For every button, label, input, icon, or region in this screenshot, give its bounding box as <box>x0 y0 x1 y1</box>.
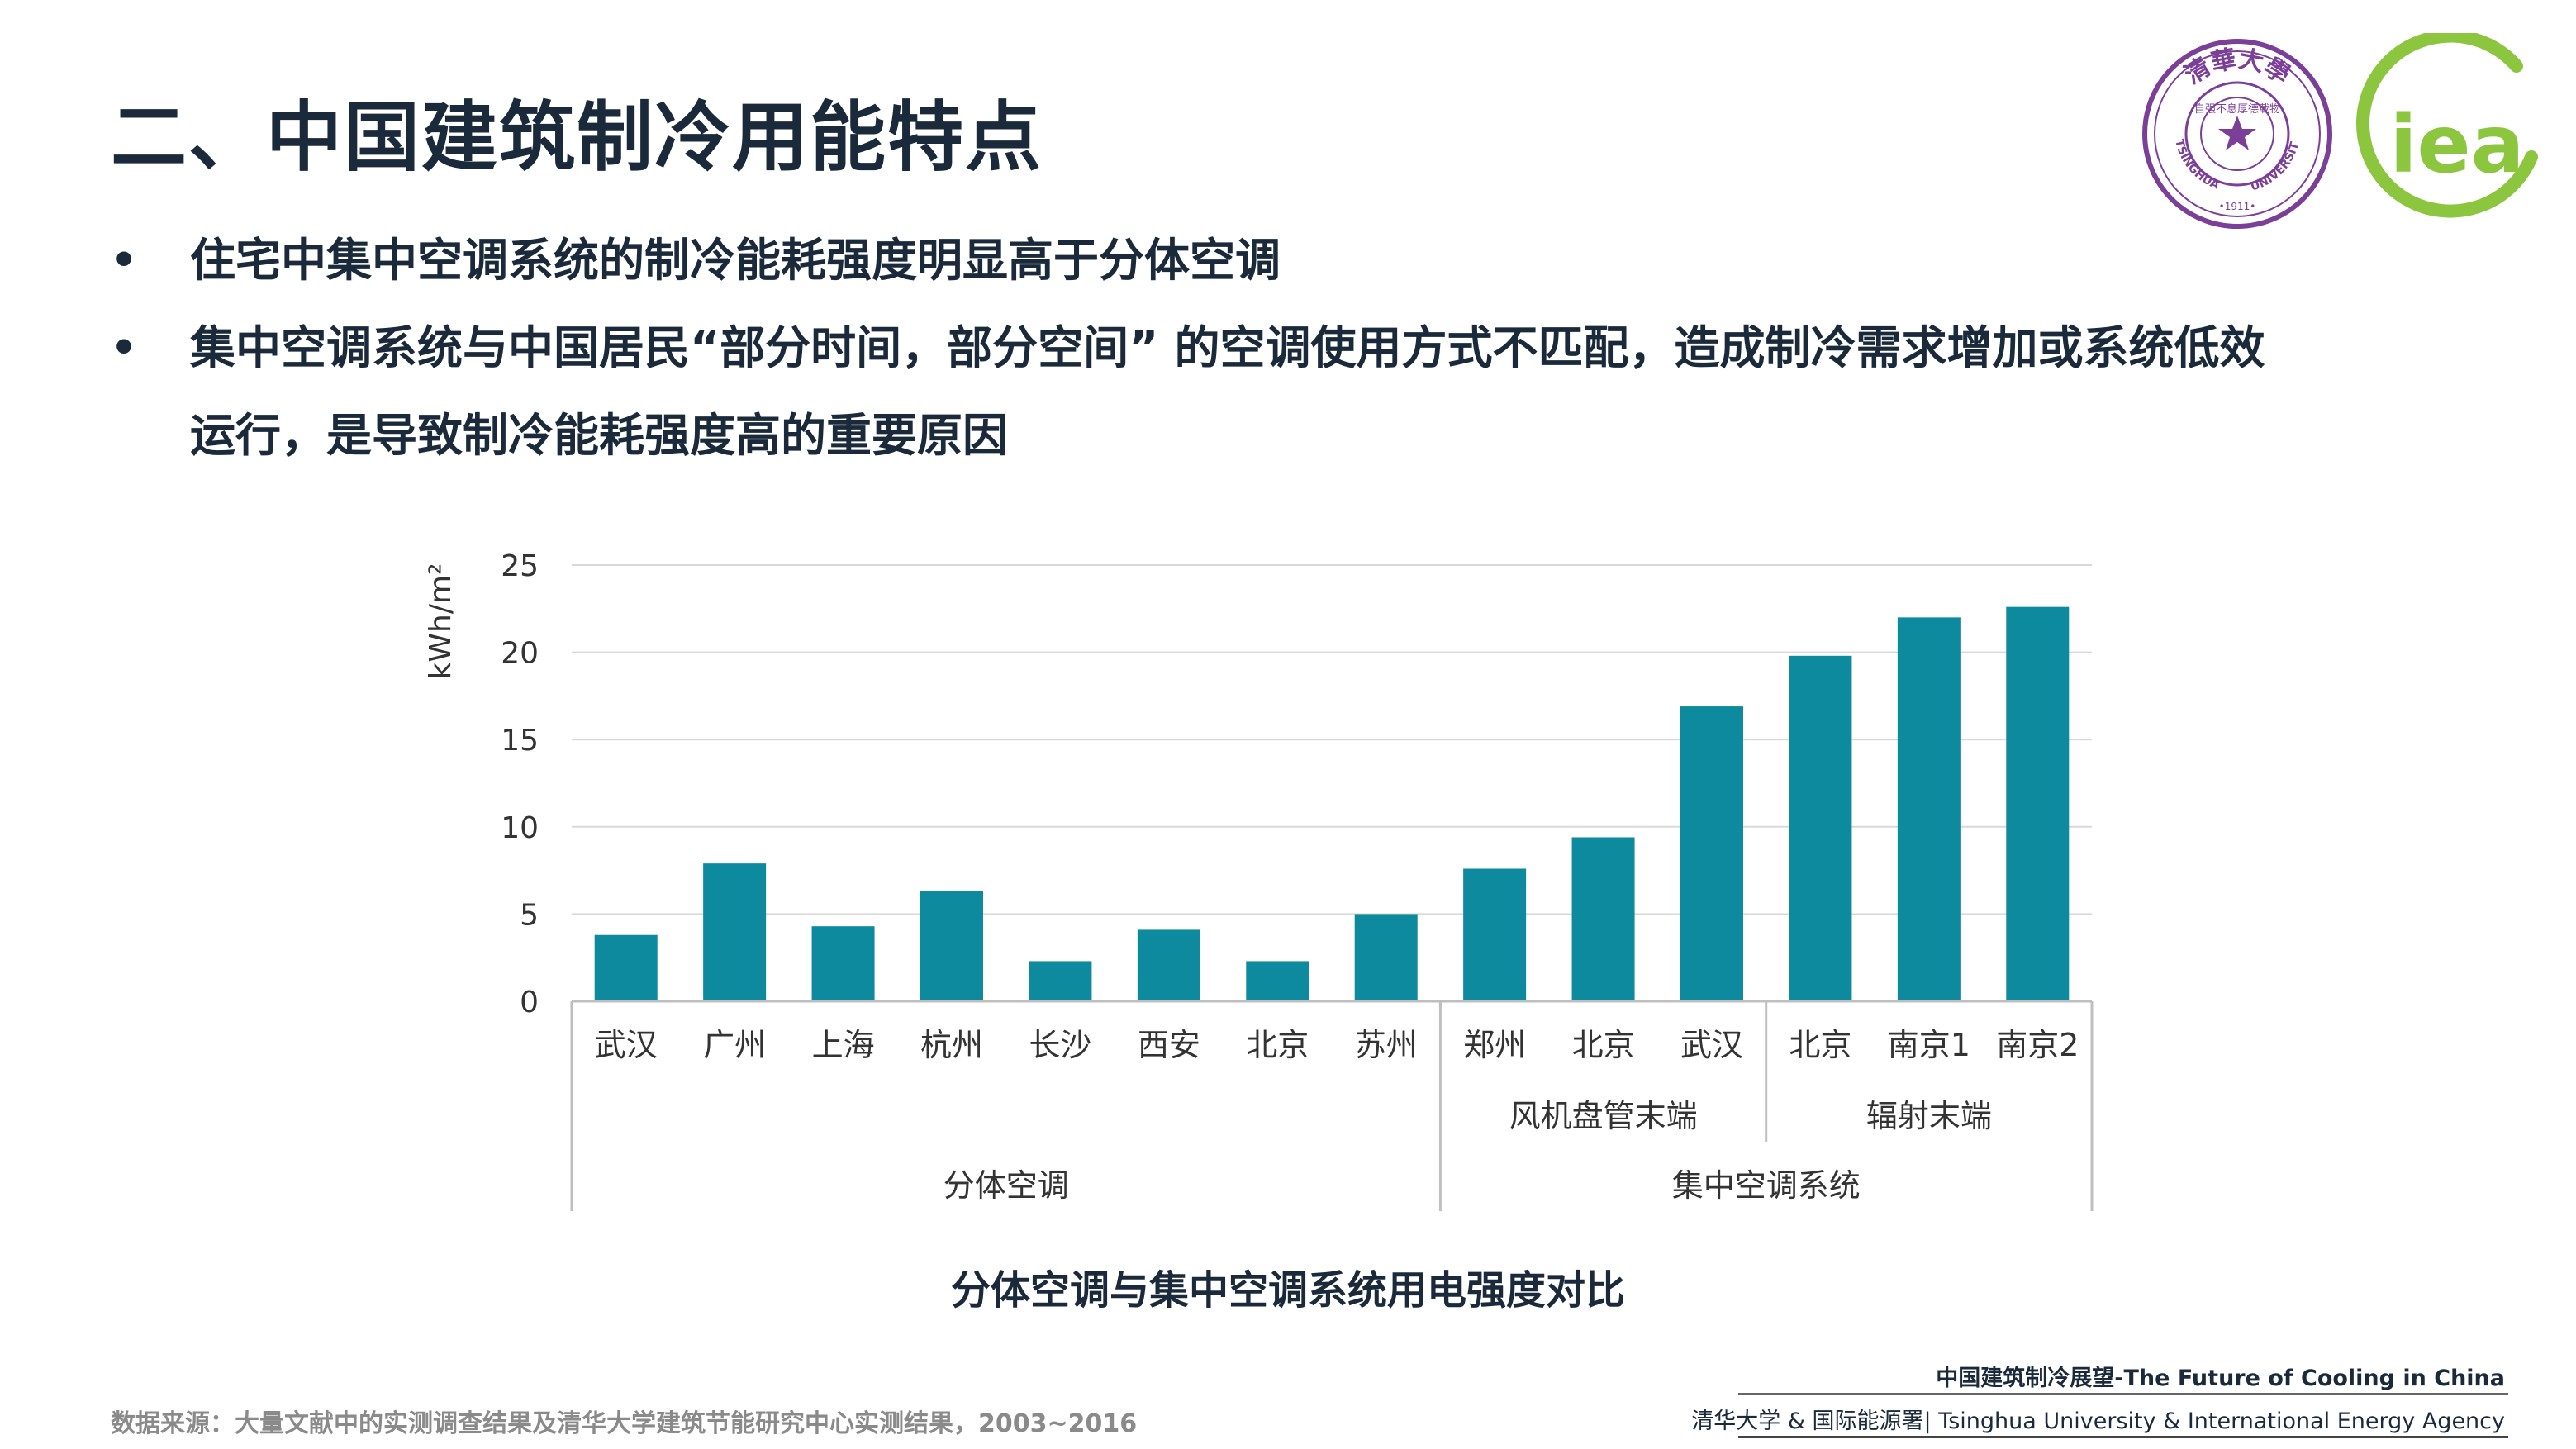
footer-title: 中国建筑制冷展望-The Future of Cooling in China <box>1936 1366 2505 1391</box>
bar <box>1354 914 1418 1001</box>
bullet-text-continued: 运行，是导致制冷能耗强度高的重要原因 <box>190 409 1009 462</box>
tsinghua-logo: 清華大學 TSINGHUA UNIVERSITY •1911• 自强不息厚德载物 <box>2140 36 2332 229</box>
subgroup-label: 风机盘管末端 <box>1509 1098 1698 1134</box>
x-tick-label: 长沙 <box>1029 1027 1091 1063</box>
bar <box>1897 617 1961 1001</box>
bar <box>1246 961 1309 1001</box>
tsinghua-year: •1911• <box>2219 201 2256 212</box>
y-tick-label: 25 <box>501 549 539 583</box>
x-tick-label: 武汉 <box>1680 1027 1743 1063</box>
bullet-dot: • <box>111 324 137 372</box>
y-tick-label: 15 <box>501 724 539 758</box>
data-source: 数据来源：大量文献中的实测调查结果及清华大学建筑节能研究中心实测结果，2003~… <box>111 1409 1138 1438</box>
x-tick-label: 南京1 <box>1888 1027 1970 1063</box>
x-tick-label: 郑州 <box>1463 1027 1526 1063</box>
bar <box>2006 606 2070 1001</box>
bullet-text: 集中空调系统与中国居民“部分时间，部分空间” 的空调使用方式不匹配，造成制冷需求… <box>190 321 2265 374</box>
bar <box>811 926 875 1001</box>
subgroup-label: 辐射末端 <box>1866 1098 1992 1134</box>
y-tick-label: 5 <box>520 898 539 932</box>
bullet-item: • 集中空调系统与中国居民“部分时间，部分空间” 的空调使用方式不匹配，造成制冷… <box>104 304 2417 479</box>
iea-logo-text: iea <box>2390 98 2525 191</box>
bullet-item: • 住宅中集中空调系统的制冷能耗强度明显高于分体空调 <box>104 216 2417 304</box>
bar <box>1029 961 1092 1001</box>
footer-divider <box>1738 1436 2508 1438</box>
x-tick-label: 杭州 <box>920 1027 983 1063</box>
star-icon <box>2218 116 2256 150</box>
tsinghua-inner-chars: 自强不息厚德载物 <box>2194 102 2280 116</box>
footer-divider <box>1738 1393 2508 1395</box>
x-tick-label: 上海 <box>812 1027 875 1063</box>
x-tick-label: 武汉 <box>595 1027 658 1063</box>
bullet-text: 住宅中集中空调系统的制冷能耗强度明显高于分体空调 <box>190 234 1281 287</box>
x-tick-label: 广州 <box>703 1027 766 1063</box>
group-label: 分体空调 <box>943 1167 1069 1204</box>
slide-title: 二、中国建筑制冷用能特点 <box>111 93 1043 182</box>
x-tick-label: 北京 <box>1246 1027 1309 1063</box>
iea-logo: iea <box>2356 33 2538 218</box>
chart-caption: 分体空调与集中空调系统用电强度对比 <box>950 1267 1625 1314</box>
bar <box>1680 706 1743 1001</box>
x-tick-label: 北京 <box>1789 1027 1851 1063</box>
x-tick-label: 北京 <box>1572 1027 1635 1063</box>
x-tick-label: 南京2 <box>1996 1027 2079 1063</box>
y-tick-label: 0 <box>520 986 539 1019</box>
bar <box>1463 868 1527 1001</box>
bar <box>1571 837 1635 1001</box>
y-tick-label: 20 <box>501 637 539 671</box>
x-tick-label: 西安 <box>1138 1027 1200 1063</box>
y-axis-label: kWh/m² <box>424 563 458 680</box>
bar <box>920 891 983 1001</box>
group-label: 集中空调系统 <box>1672 1167 1861 1204</box>
bar <box>1789 655 1852 1001</box>
footer-organization: 清华大学 & 国际能源署| Tsinghua University & Inte… <box>1691 1409 2505 1434</box>
bar <box>594 934 658 1001</box>
bullet-list: • 住宅中集中空调系统的制冷能耗强度明显高于分体空调 • 集中空调系统与中国居民… <box>104 216 2417 479</box>
x-tick-label: 苏州 <box>1355 1027 1418 1063</box>
bar <box>1137 929 1200 1001</box>
bullet-dot: • <box>111 236 137 284</box>
bar <box>703 863 767 1001</box>
y-tick-label: 10 <box>501 811 539 845</box>
